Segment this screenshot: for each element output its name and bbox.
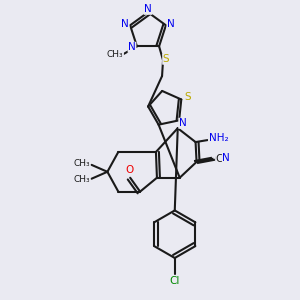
Text: CH₃: CH₃	[73, 175, 90, 184]
Text: N: N	[167, 19, 175, 29]
Text: S: S	[163, 54, 169, 64]
Text: S: S	[184, 92, 190, 103]
Text: N: N	[179, 118, 187, 128]
Text: N: N	[128, 42, 136, 52]
Text: N: N	[121, 19, 129, 29]
Text: NH₂: NH₂	[208, 133, 228, 143]
Text: C: C	[216, 154, 223, 164]
Text: CH₃: CH₃	[107, 50, 124, 59]
Text: O: O	[125, 165, 133, 175]
Text: N: N	[222, 153, 230, 163]
Text: CH₃: CH₃	[73, 159, 90, 168]
Text: N: N	[144, 4, 152, 14]
Text: Cl: Cl	[169, 276, 180, 286]
